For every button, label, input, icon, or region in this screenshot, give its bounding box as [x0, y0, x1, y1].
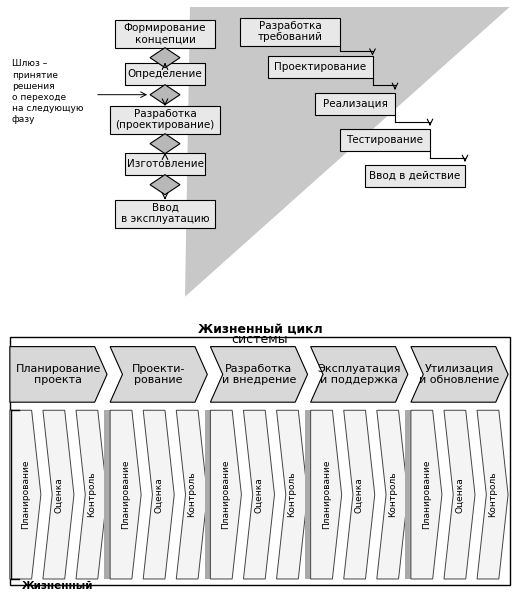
Text: Утилизация
и обновление: Утилизация и обновление [419, 364, 500, 385]
Text: Планирование: Планирование [21, 460, 30, 530]
Text: Ввод в действие: Ввод в действие [369, 171, 461, 181]
Polygon shape [143, 410, 174, 579]
Polygon shape [150, 133, 180, 154]
Text: Формирование
концепции: Формирование концепции [124, 23, 206, 44]
FancyBboxPatch shape [340, 129, 430, 151]
Polygon shape [477, 410, 508, 579]
FancyBboxPatch shape [267, 56, 372, 78]
Text: Изготовление: Изготовление [126, 159, 203, 168]
FancyBboxPatch shape [305, 410, 313, 579]
Polygon shape [344, 410, 375, 579]
Polygon shape [211, 410, 241, 579]
FancyBboxPatch shape [205, 410, 213, 579]
Polygon shape [43, 410, 74, 579]
Polygon shape [411, 410, 442, 579]
Polygon shape [411, 347, 508, 402]
Text: Планирование: Планирование [222, 460, 230, 530]
FancyBboxPatch shape [405, 410, 413, 579]
FancyBboxPatch shape [115, 200, 215, 228]
Polygon shape [110, 347, 207, 402]
Polygon shape [10, 410, 41, 579]
Text: Проекти-
рование: Проекти- рование [132, 364, 186, 385]
Text: системы: системы [232, 333, 288, 346]
Text: Разработка
и внедрение: Разработка и внедрение [222, 364, 296, 385]
FancyBboxPatch shape [125, 152, 205, 175]
Text: Жизненный
цикл проекта: Жизненный цикл проекта [22, 581, 105, 593]
Text: Контроль: Контроль [87, 472, 96, 518]
Polygon shape [377, 410, 408, 579]
Text: Реализация: Реализация [322, 98, 387, 109]
Text: Оценка: Оценка [154, 477, 163, 512]
Polygon shape [150, 47, 180, 68]
FancyBboxPatch shape [240, 18, 340, 46]
Polygon shape [444, 410, 475, 579]
Text: Ввод
в эксплуатацию: Ввод в эксплуатацию [121, 203, 209, 225]
Polygon shape [150, 85, 180, 105]
Polygon shape [76, 410, 107, 579]
Text: Эксплуатация
и поддержка: Эксплуатация и поддержка [318, 364, 401, 385]
Polygon shape [150, 175, 180, 195]
Polygon shape [110, 410, 141, 579]
Text: Разработка
требований: Разработка требований [257, 21, 322, 43]
Text: Контроль: Контроль [488, 472, 497, 518]
Text: Жизненный цикл: Жизненный цикл [198, 323, 322, 336]
Text: Контроль: Контроль [187, 472, 196, 518]
Text: Контроль: Контроль [288, 472, 296, 518]
Polygon shape [277, 410, 307, 579]
Text: Тестирование: Тестирование [346, 135, 423, 145]
FancyBboxPatch shape [125, 63, 205, 85]
Polygon shape [310, 347, 408, 402]
Text: Разработка
(проектирование): Разработка (проектирование) [115, 109, 215, 130]
FancyBboxPatch shape [105, 410, 113, 579]
Text: Проектирование: Проектирование [274, 62, 366, 72]
Text: Планирование: Планирование [422, 460, 431, 530]
Text: Оценка: Оценка [455, 477, 464, 512]
Text: Определение: Определение [127, 69, 202, 79]
Text: Оценка: Оценка [254, 477, 264, 512]
Polygon shape [243, 410, 275, 579]
Text: Шлюз –
принятие
решения
о переходе
на следующую
фазу: Шлюз – принятие решения о переходе на сл… [12, 59, 84, 124]
Text: Оценка: Оценка [54, 477, 63, 512]
Polygon shape [10, 347, 107, 402]
Polygon shape [211, 347, 307, 402]
FancyBboxPatch shape [365, 165, 465, 187]
Text: Планирование: Планирование [121, 460, 130, 530]
Text: Оценка: Оценка [355, 477, 363, 512]
FancyBboxPatch shape [110, 106, 220, 133]
FancyBboxPatch shape [115, 20, 215, 47]
Polygon shape [176, 410, 207, 579]
Text: Планирование
проекта: Планирование проекта [16, 364, 101, 385]
Polygon shape [310, 410, 342, 579]
Text: Контроль: Контроль [388, 472, 397, 518]
FancyBboxPatch shape [315, 93, 395, 114]
Text: Планирование: Планирование [322, 460, 331, 530]
Polygon shape [185, 7, 510, 296]
